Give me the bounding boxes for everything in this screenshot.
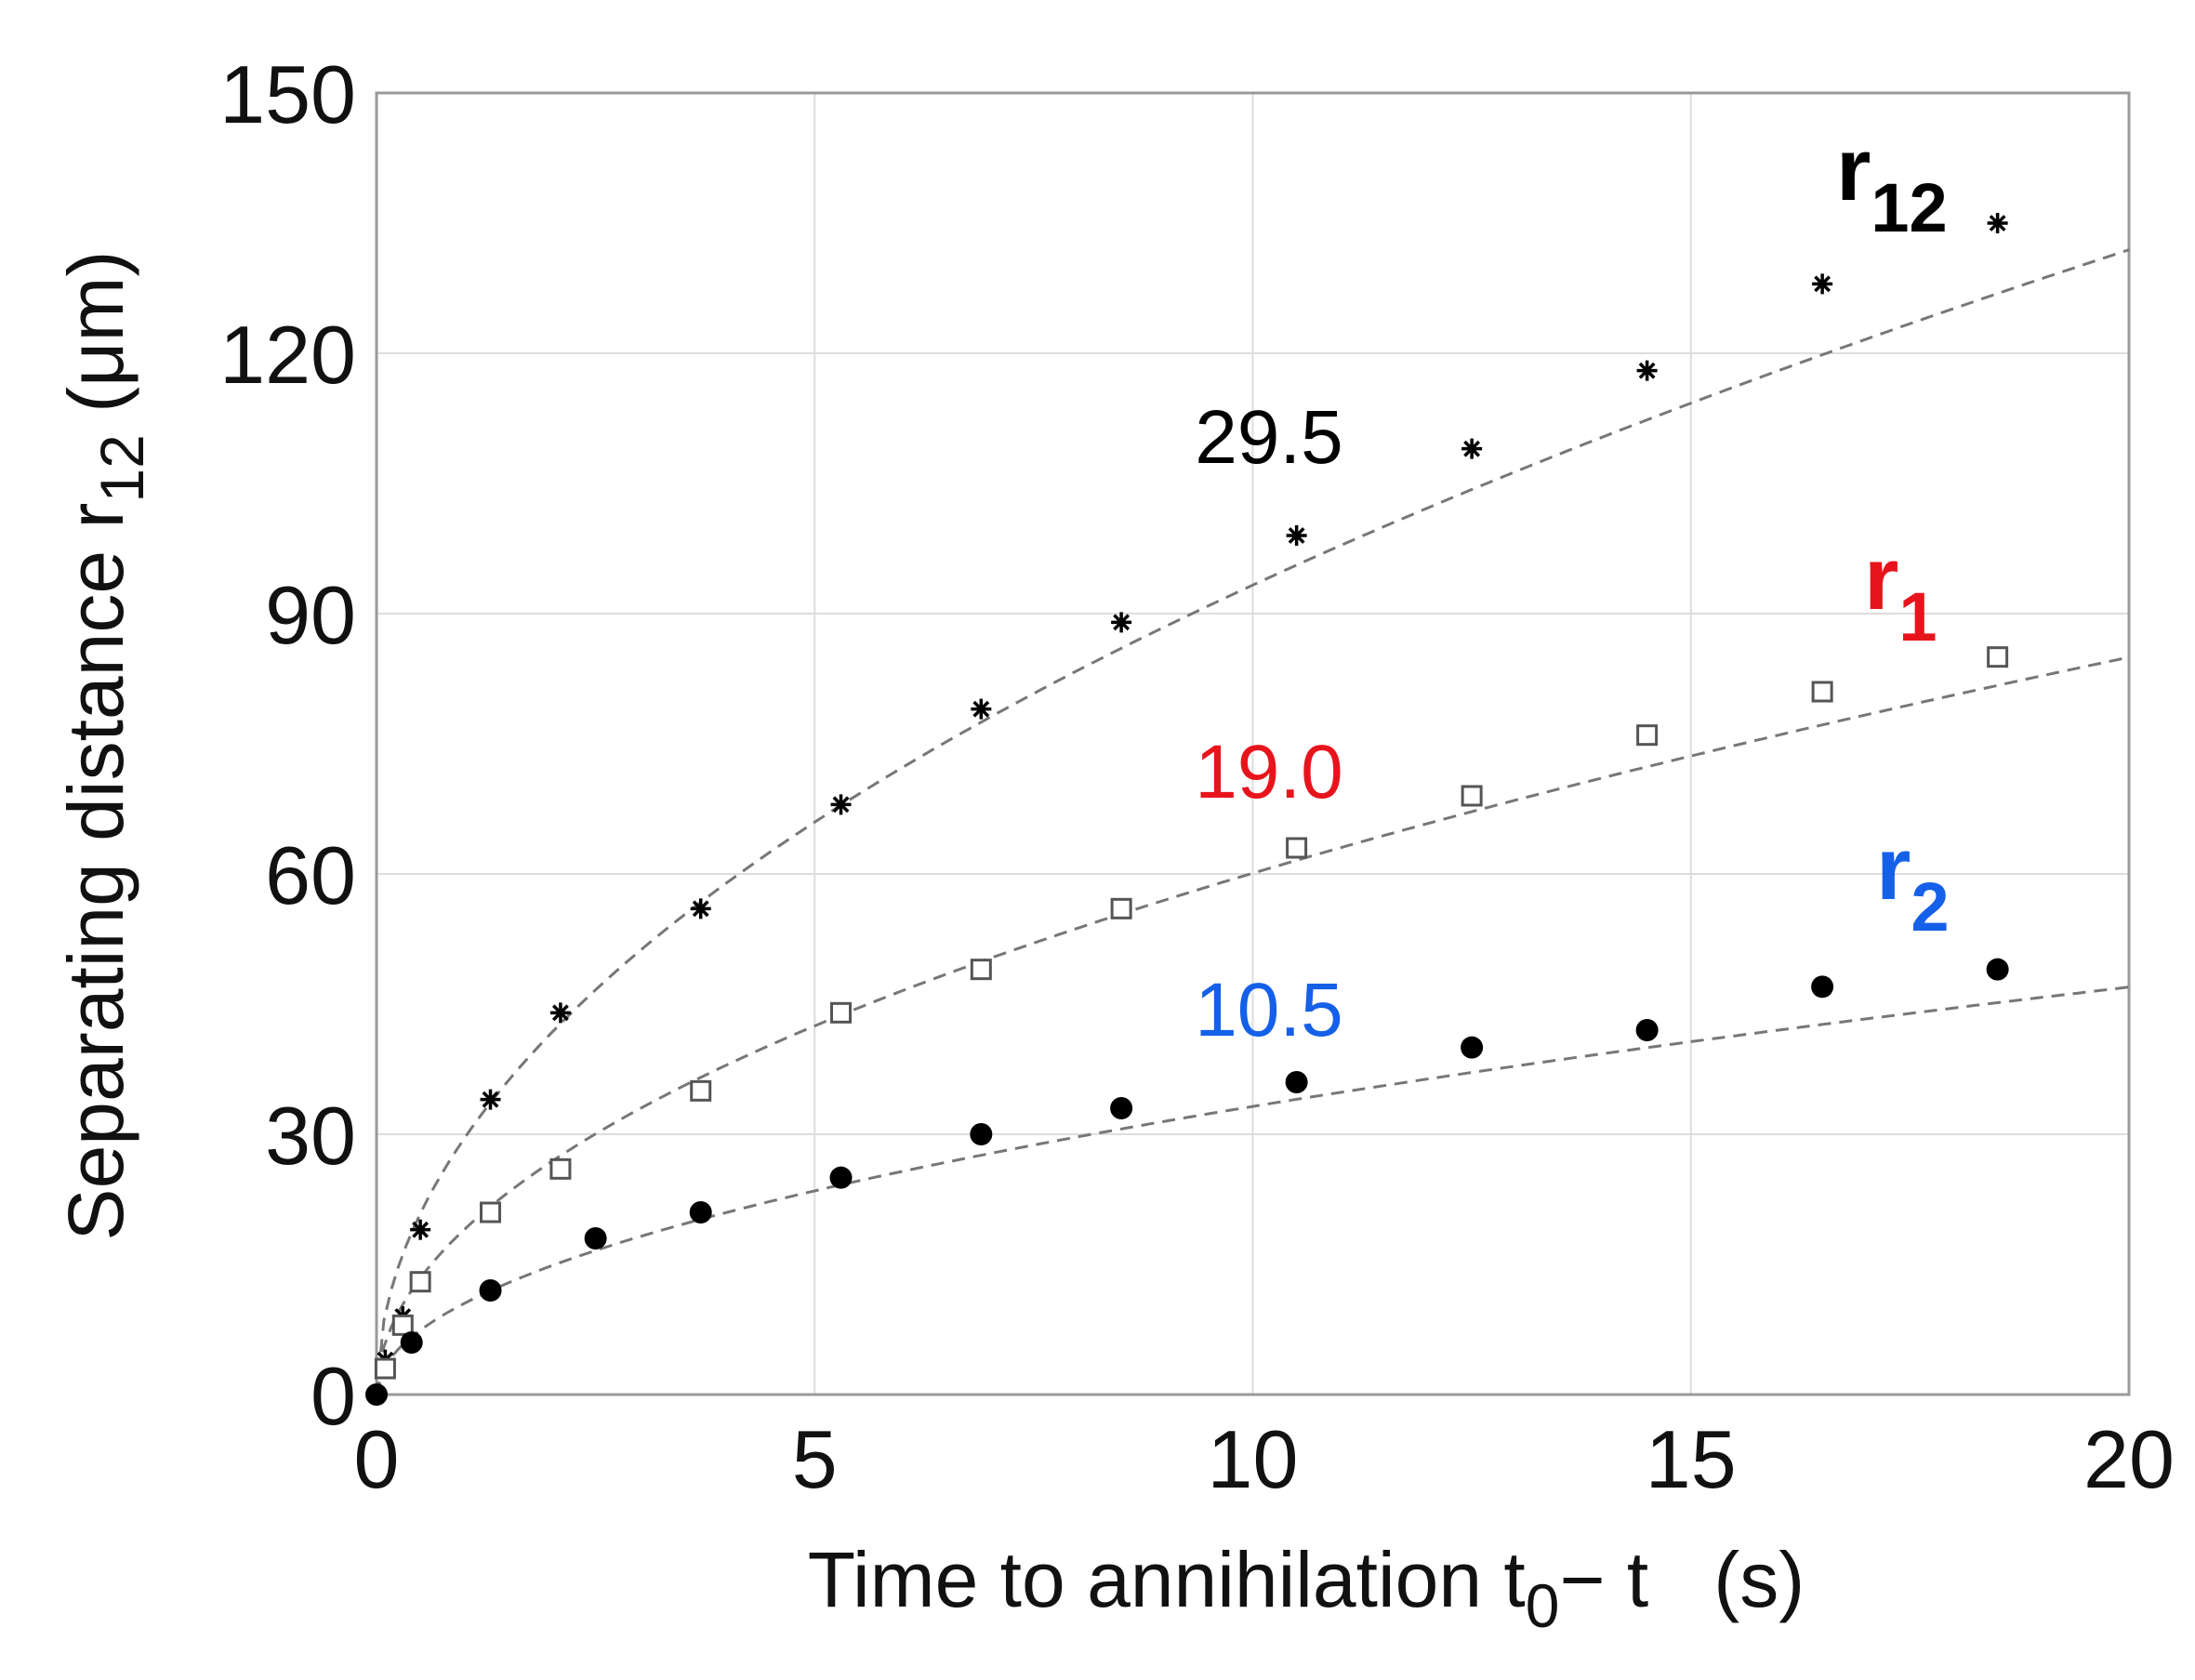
marker-r1: [1110, 897, 1132, 919]
tick-labels: 0 5 10 15 20 0 30 60 90 120 150: [219, 48, 2175, 1505]
marker-r2: [400, 1331, 423, 1354]
marker-r2: [479, 1279, 502, 1302]
y-tick-label: 150: [219, 48, 356, 140]
marker-r1: [1811, 681, 1833, 703]
fit-label-r1: 19.0: [1195, 730, 1343, 814]
y-axis-title-main: Separating distance r: [52, 503, 139, 1241]
marker-r2: [584, 1227, 607, 1250]
marker-r1: [480, 1201, 502, 1224]
marker-r12: [480, 1089, 501, 1110]
marker-r12: [1461, 438, 1483, 459]
y-tick-label: 90: [265, 569, 356, 661]
plot-frame: [375, 91, 2131, 1396]
marker-r2: [1986, 958, 2009, 981]
y-axis-title: Separating distance r12 (μm): [52, 251, 156, 1241]
marker-r2: [970, 1123, 993, 1145]
x-tick-label: 10: [1208, 1413, 1299, 1505]
fit-curve-r12: [375, 248, 2130, 1396]
y-tick-label: 30: [265, 1090, 356, 1182]
marker-r1: [549, 1157, 572, 1180]
marker-r12: [1286, 525, 1307, 546]
series-name-main: r: [1836, 120, 1871, 219]
y-tick-label: 60: [265, 829, 356, 921]
marker-r1: [830, 1001, 853, 1024]
marker-r2: [829, 1166, 853, 1189]
marker-r1: [1461, 785, 1483, 807]
fit-label-r2: 10.5: [1195, 968, 1343, 1052]
y-tick-label: 0: [311, 1350, 356, 1442]
series-name-main: r: [1876, 819, 1911, 919]
data-markers: [365, 213, 2009, 1406]
x-tick-label: 0: [354, 1413, 400, 1505]
fit-label-r12: 29.5: [1195, 395, 1343, 480]
x-tick-label: 20: [2083, 1413, 2175, 1505]
fit-curve-r2: [375, 986, 2130, 1396]
series-name-subscript: 12: [1871, 169, 1947, 246]
marker-r1: [1636, 724, 1659, 747]
marker-r1: [1987, 646, 2009, 668]
marker-r1: [970, 959, 992, 981]
marker-r1: [409, 1271, 431, 1293]
marker-r12: [1636, 360, 1658, 381]
marker-r2: [365, 1383, 388, 1406]
marker-r2: [1461, 1036, 1484, 1059]
marker-r12: [549, 1002, 571, 1024]
marker-r12: [1812, 273, 1833, 295]
series-name-r2: r2: [1876, 819, 1950, 946]
marker-r12: [410, 1219, 431, 1240]
marker-r2: [1811, 975, 1834, 999]
marker-r1: [391, 1314, 414, 1336]
fit-curves: [375, 248, 2130, 1396]
y-axis-title-subscript: 12: [87, 434, 156, 502]
x-axis-title-main: Time to annihilation t: [808, 1536, 1526, 1623]
x-axis-title-subscript: 0: [1526, 1571, 1560, 1640]
marker-r1: [1286, 837, 1308, 859]
marker-r1: [374, 1357, 396, 1380]
series-name-subscript: 1: [1898, 578, 1937, 655]
marker-r12: [1987, 213, 2008, 233]
marker-r1: [690, 1079, 712, 1102]
x-axis-title-suffix: − t (s): [1559, 1536, 1805, 1623]
marker-r2: [689, 1201, 712, 1224]
marker-r12: [971, 698, 992, 720]
marker-r12: [830, 794, 852, 815]
marker-r12: [690, 898, 711, 919]
fit-curve-r1: [375, 655, 2130, 1396]
marker-r2: [1635, 1019, 1659, 1041]
x-tick-label: 5: [792, 1413, 838, 1505]
series-name-r12: r12: [1836, 120, 1948, 246]
x-tick-label: 15: [1646, 1413, 1737, 1505]
y-axis-title-suffix: (μm): [52, 251, 139, 435]
series-name-r1: r1: [1864, 529, 1937, 655]
series-name-subscript: 2: [1911, 868, 1949, 946]
marker-r2: [1110, 1097, 1133, 1119]
series-name-main: r: [1864, 529, 1898, 628]
y-tick-label: 120: [219, 309, 356, 401]
marker-r12: [1111, 612, 1132, 633]
x-axis-title: Time to annihilation t0− t (s): [808, 1536, 1805, 1640]
marker-r2: [1285, 1071, 1308, 1093]
